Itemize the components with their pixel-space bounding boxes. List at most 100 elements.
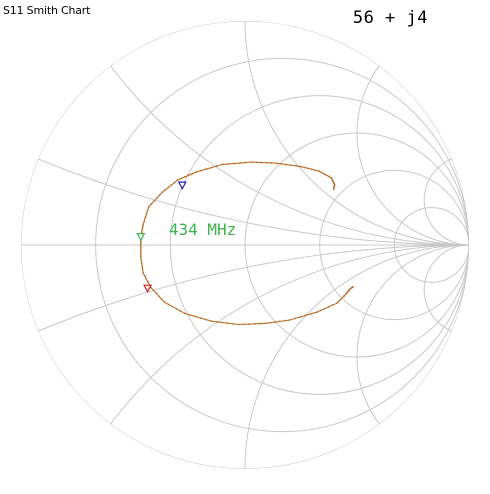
trace-point [210,320,213,323]
trace-point [333,182,335,185]
trace-point [152,289,155,292]
trace-point [303,166,306,169]
trace-line [140,237,354,326]
trace-point [141,226,144,229]
trace-point [318,170,320,172]
trace-point [139,246,142,249]
trace-point [352,285,354,288]
trace-point [205,318,207,321]
trace-point [221,321,224,324]
trace-point [210,166,213,169]
trace-point [146,209,149,212]
trace-point [164,188,167,191]
trace-point [141,265,144,268]
trace-point [191,172,194,175]
trace-point [145,213,148,215]
trace-point [341,296,344,299]
marker-marker_2 [143,284,153,293]
trace-point [141,268,144,271]
trace-point [323,307,326,310]
trace-point [258,322,261,325]
trace-point [139,242,142,245]
impedance-readout: 56 + j4 [352,8,428,28]
trace-point [227,163,230,165]
trace-point [184,176,186,178]
trace-point [143,220,146,223]
trace-point [310,168,313,171]
trace-point [331,304,334,306]
trace-point [143,275,146,277]
trace-point [327,175,330,178]
reactance-arc [21,244,469,469]
trace-point [270,162,273,164]
trace-point [155,197,158,200]
trace-point [315,311,318,314]
trace-point [283,319,286,322]
trace-point [331,178,333,181]
trace-point [139,244,142,246]
reactance-arc [244,244,469,469]
trace-point [140,231,143,234]
trace-point [158,194,161,197]
reactance-arc [423,154,469,246]
trace-point [216,165,219,167]
trace-point [253,322,256,325]
reactance-arc [356,21,469,246]
s11-trace [139,161,354,326]
trace-point [274,321,276,323]
marker-marker_1 [177,181,187,190]
trace-point [330,176,333,179]
trace-point [140,259,143,262]
trace-point [248,323,250,325]
reactance-arc [356,244,469,469]
trace-point [161,191,164,194]
trace-point [327,305,330,308]
chart-title: S11 Smith Chart [3,4,91,17]
trace-point [141,228,144,231]
trace-point [250,161,253,164]
trace-point [187,174,190,177]
trace-point [325,174,328,177]
trace-point [295,165,297,167]
trace-point [294,317,297,320]
trace-point [288,319,291,321]
trace-point [153,200,155,202]
trace-point [322,172,325,175]
trace-point [320,171,323,174]
trace-point [170,184,173,186]
trace-point [290,164,293,167]
resistance-circle [95,57,469,433]
trace-point [175,307,178,310]
trace-point [339,298,342,301]
trace-point [237,323,240,326]
trace-point [139,240,142,243]
trace-point [239,162,241,164]
trace-point [332,188,335,190]
trace-point [264,322,267,325]
trace-point [233,162,236,165]
trace-point [305,314,307,317]
trace-point [279,320,281,323]
trace-point [221,163,224,166]
trace-point [147,206,150,208]
trace-point [269,321,271,324]
trace-point [265,161,268,164]
trace-point [335,302,338,305]
trace-point [232,322,234,325]
trace-point [226,322,229,325]
trace-point [180,177,183,180]
trace-point [275,162,278,165]
trace-point [142,223,144,226]
trace-point [139,253,142,256]
reactance-arc [423,244,469,336]
trace-point [343,295,345,297]
trace-point [299,316,302,318]
trace-point [145,277,148,280]
trace-point [307,167,310,170]
reactance-arc [244,21,469,246]
trace-point [140,262,143,265]
trace-point [176,179,179,181]
